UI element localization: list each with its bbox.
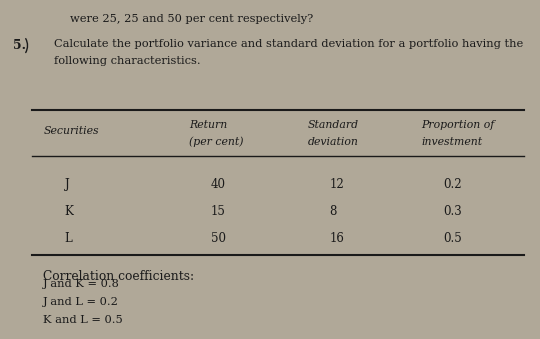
Text: 0.3: 0.3 [443,205,462,218]
Text: were 25, 25 and 50 per cent respectively?: were 25, 25 and 50 per cent respectively… [70,14,313,23]
Text: Securities: Securities [43,126,99,136]
Text: 50: 50 [211,233,226,245]
Text: 0.5: 0.5 [443,233,462,245]
Text: 0.2: 0.2 [443,178,461,191]
Text: (per cent): (per cent) [189,137,244,147]
Text: investment: investment [421,137,482,146]
Text: Standard: Standard [308,120,359,129]
Text: deviation: deviation [308,137,359,146]
Text: Proportion of: Proportion of [421,120,495,129]
Text: J and L = 0.2: J and L = 0.2 [43,297,119,307]
Text: 15: 15 [211,205,226,218]
Text: 8: 8 [329,205,337,218]
Text: 40: 40 [211,178,226,191]
Text: 5.: 5. [14,39,26,52]
Text: following characteristics.: following characteristics. [54,56,201,66]
Text: Return: Return [189,120,227,129]
Text: 12: 12 [329,178,344,191]
Text: Correlation coefficients:: Correlation coefficients: [43,270,194,282]
Text: J and K = 0.8: J and K = 0.8 [43,279,120,289]
Text: 16: 16 [329,233,345,245]
Text: K: K [65,205,73,218]
Text: K and L = 0.5: K and L = 0.5 [43,315,123,325]
Text: L: L [65,233,72,245]
Text: J: J [65,178,70,191]
Text: Calculate the portfolio variance and standard deviation for a portfolio having t: Calculate the portfolio variance and sta… [54,39,523,49]
